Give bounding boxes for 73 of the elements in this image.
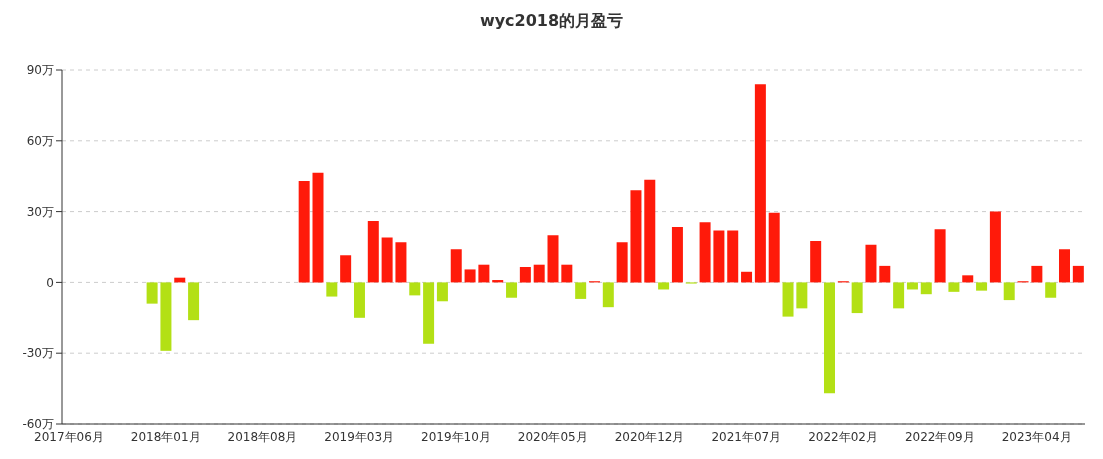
bar bbox=[367, 221, 379, 283]
bar bbox=[727, 230, 739, 283]
bar bbox=[326, 282, 338, 297]
bar bbox=[464, 269, 476, 283]
bar bbox=[851, 282, 863, 314]
bar bbox=[1003, 282, 1015, 301]
bar bbox=[976, 282, 988, 291]
bar bbox=[478, 264, 490, 283]
bar bbox=[188, 282, 200, 321]
bar bbox=[436, 282, 448, 302]
bar bbox=[298, 180, 310, 283]
x-tick-label: 2019年10月 bbox=[421, 429, 491, 444]
bar bbox=[547, 235, 559, 283]
bar bbox=[395, 242, 407, 283]
bar bbox=[450, 249, 462, 283]
bar bbox=[630, 190, 642, 283]
x-tick-label: 2019年03月 bbox=[324, 429, 395, 444]
bar bbox=[146, 282, 158, 304]
bar bbox=[1031, 265, 1043, 283]
bar bbox=[962, 275, 974, 283]
x-tick-label: 2018年08月 bbox=[227, 429, 298, 444]
bar bbox=[893, 282, 905, 309]
x-tick-label: 2020年12月 bbox=[614, 429, 685, 444]
y-tick-label: 30万 bbox=[26, 204, 54, 219]
bar bbox=[865, 244, 877, 283]
bar bbox=[934, 229, 946, 283]
bar bbox=[754, 84, 766, 283]
bar bbox=[879, 265, 891, 283]
bar bbox=[989, 211, 1001, 283]
bar bbox=[644, 179, 656, 283]
bar bbox=[906, 282, 918, 290]
bar bbox=[533, 264, 545, 283]
bar bbox=[312, 172, 324, 283]
bar bbox=[423, 282, 435, 344]
bar bbox=[741, 271, 753, 283]
x-tick-label: 2022年09月 bbox=[904, 429, 975, 444]
bar bbox=[948, 282, 960, 292]
bar bbox=[796, 282, 808, 309]
x-tick-label: 2021年07月 bbox=[711, 429, 782, 444]
y-tick-label: 0 bbox=[46, 275, 54, 290]
bar bbox=[602, 282, 614, 308]
bar bbox=[671, 226, 683, 283]
bar bbox=[824, 282, 835, 394]
bar bbox=[810, 241, 822, 283]
y-tick-label: 90万 bbox=[26, 63, 54, 78]
bar bbox=[616, 242, 628, 283]
bar bbox=[1059, 249, 1071, 283]
bar bbox=[1045, 282, 1057, 298]
x-tick-label: 2018年01月 bbox=[130, 429, 201, 444]
bar bbox=[920, 282, 932, 295]
y-tick-label: 60万 bbox=[26, 134, 54, 149]
bar bbox=[782, 282, 794, 317]
bar bbox=[658, 282, 670, 290]
bar bbox=[409, 282, 421, 296]
bar bbox=[699, 222, 711, 283]
bar bbox=[160, 282, 172, 351]
bar bbox=[713, 230, 725, 283]
bar bbox=[561, 264, 573, 283]
bar bbox=[519, 267, 531, 283]
x-tick-label: 2017年06月 bbox=[34, 429, 104, 444]
bar bbox=[575, 282, 587, 299]
bar bbox=[381, 237, 393, 283]
y-tick-label: -60万 bbox=[22, 417, 54, 432]
x-tick-label: 2020年05月 bbox=[517, 429, 588, 444]
bar bbox=[506, 282, 518, 298]
x-tick-label: 2022年02月 bbox=[808, 429, 878, 444]
y-tick-label: -30万 bbox=[22, 346, 54, 361]
bar bbox=[768, 212, 780, 283]
bar bbox=[340, 255, 352, 283]
x-tick-label: 2023年04月 bbox=[1001, 429, 1072, 444]
chart-title: wyc2018的月盈亏 bbox=[478, 10, 625, 32]
bar bbox=[353, 282, 365, 318]
bar bbox=[1072, 265, 1084, 283]
